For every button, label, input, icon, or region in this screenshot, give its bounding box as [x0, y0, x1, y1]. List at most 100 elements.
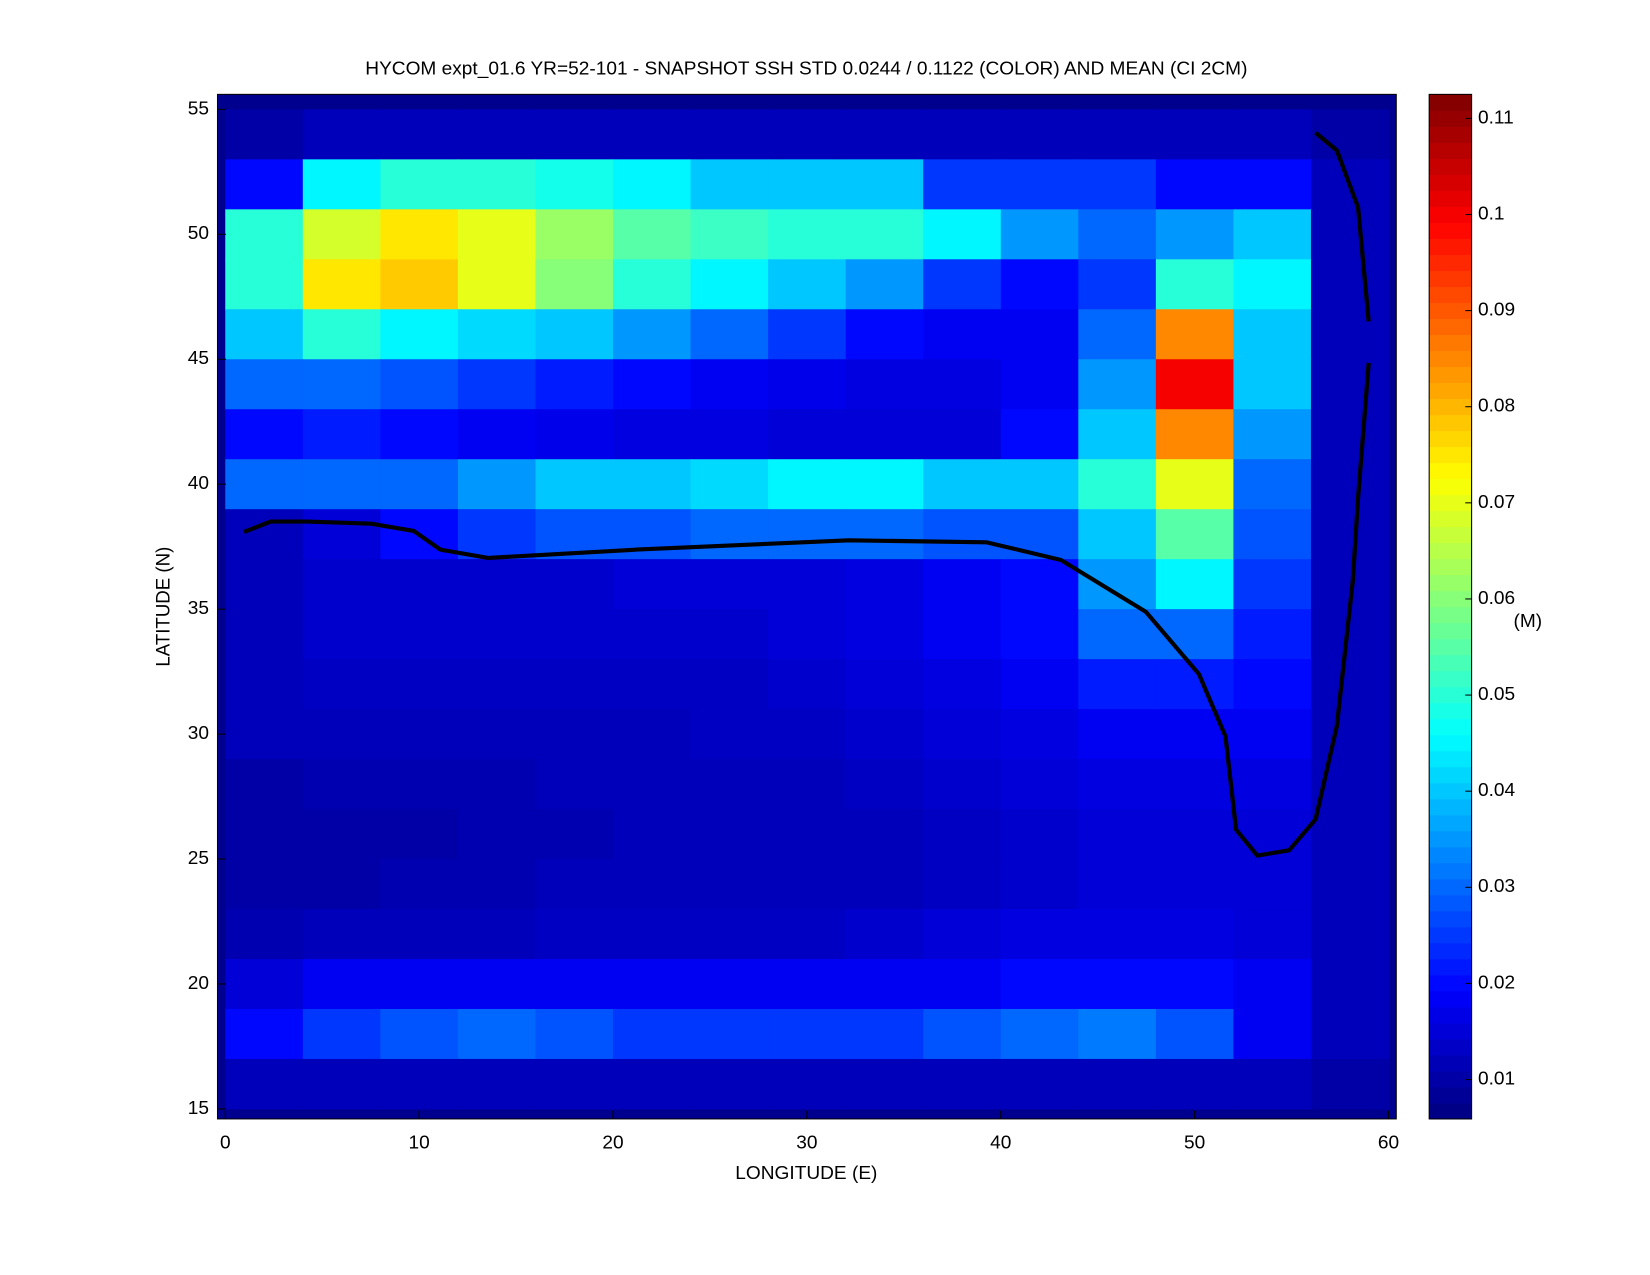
colorbar-tick-label: 0.04 — [1478, 780, 1515, 801]
heatmap-cell — [768, 1058, 847, 1110]
heatmap-cell — [1310, 809, 1390, 860]
axes: 0 10 20 30 40 50 60 15 20 25 30 35 40 45 50 55 0.01 0.02 0… — [188, 98, 1515, 1153]
mean-contour — [243, 131, 1371, 858]
heatmap-cell — [1000, 958, 1079, 1010]
y-tick-label: 25 — [188, 848, 209, 869]
heatmap-cell — [923, 709, 1002, 760]
figure: 0 10 20 30 40 50 60 15 20 25 30 35 40 45 50 55 0.01 0.02 0… — [153, 59, 1542, 1184]
heatmap-cell — [225, 1058, 304, 1110]
heatmap-cell — [302, 509, 381, 560]
heatmap-cell — [302, 409, 381, 460]
colorbar-swatch — [1429, 510, 1472, 528]
heatmap-cell — [768, 909, 847, 960]
heatmap-cell — [1000, 909, 1079, 960]
colorbar-swatch — [1429, 974, 1472, 992]
heatmap-cell — [302, 1058, 381, 1110]
heatmap-cell — [1233, 509, 1312, 560]
heatmap-cell — [1155, 958, 1234, 1010]
heatmap-cell — [1233, 1008, 1312, 1060]
heatmap-cell — [535, 1008, 614, 1060]
heatmap-cell — [1155, 209, 1234, 260]
colorbar-swatch — [1429, 254, 1472, 271]
heatmap-cell — [302, 309, 381, 360]
heatmap-cell — [380, 859, 459, 910]
heatmap-cell — [457, 659, 536, 710]
colorbar-tick-label: 0.09 — [1478, 300, 1515, 321]
heatmap-cell — [535, 459, 614, 510]
heatmap-cell — [1233, 659, 1312, 710]
heatmap-cell — [1310, 709, 1390, 760]
heatmap-cell — [457, 759, 536, 810]
heatmap-cell — [1233, 759, 1312, 810]
heatmap-cell — [380, 609, 459, 660]
colorbar-swatch — [1429, 158, 1472, 175]
heatmap-cell — [225, 209, 304, 260]
heatmap-cell — [768, 859, 847, 910]
heatmap-cell — [1155, 309, 1234, 360]
colorbar-swatch — [1429, 142, 1472, 159]
heatmap-cell — [457, 809, 536, 860]
heatmap-cell — [302, 159, 381, 210]
heatmap-cell — [690, 909, 769, 960]
heatmap-cell — [457, 359, 536, 410]
heatmap-cell — [690, 859, 769, 910]
x-tick-label: 10 — [409, 1133, 430, 1154]
heatmap-cell — [923, 559, 1002, 610]
heatmap-cell — [923, 409, 1002, 460]
heatmap-cell — [1078, 259, 1157, 310]
heatmap-cell — [845, 209, 924, 260]
heatmap-cell — [457, 459, 536, 510]
chart-title: HYCOM expt_01.6 YR=52-101 - SNAPSHOT SSH… — [365, 59, 1247, 80]
y-axis-label: LATITUDE (N) — [153, 547, 174, 667]
x-tick-label: 60 — [1378, 1133, 1399, 1154]
colorbar-swatch — [1429, 302, 1472, 320]
colorbar-swatch — [1429, 766, 1472, 784]
heatmap-cell — [1000, 109, 1079, 160]
heatmap-cell — [923, 359, 1002, 410]
heatmap-cell — [535, 809, 614, 860]
heatmap-cell — [613, 1058, 692, 1110]
heatmap-cell — [1078, 809, 1157, 860]
heatmap-cell — [225, 759, 304, 810]
heatmap-cell — [302, 459, 381, 510]
y-tick-label: 50 — [188, 223, 209, 244]
heatmap-cell — [302, 909, 381, 960]
heatmap-cell — [768, 609, 847, 660]
heatmap-cell — [380, 909, 459, 960]
heatmap-cell — [768, 109, 847, 160]
heatmap-cell — [535, 859, 614, 910]
heatmap-cell — [1078, 1008, 1157, 1060]
heatmap-cell — [1310, 859, 1390, 910]
colorbar-tick-label: 0.11 — [1478, 108, 1514, 129]
heatmap-cell — [845, 1058, 924, 1110]
heatmap-cell — [845, 958, 924, 1010]
heatmap-cell — [1155, 409, 1234, 460]
heatmap-cell — [535, 958, 614, 1010]
heatmap-cell — [1000, 809, 1079, 860]
colorbar-swatch — [1429, 366, 1472, 384]
colorbar-swatch — [1429, 798, 1472, 816]
heatmap-cell — [380, 709, 459, 760]
colorbar-swatch — [1429, 318, 1472, 336]
heatmap-cell — [1233, 159, 1312, 210]
heatmap-cell — [1310, 359, 1390, 410]
colorbar-swatch — [1429, 1006, 1472, 1024]
heatmap-cell — [380, 809, 459, 860]
heatmap-cell — [1310, 1058, 1390, 1110]
heatmap-cell — [923, 109, 1002, 160]
heatmap-cell — [1078, 909, 1157, 960]
heatmap-cell — [1310, 409, 1390, 460]
colorbar-swatch — [1429, 590, 1472, 608]
heatmap — [225, 109, 1390, 1110]
heatmap-cell — [1000, 859, 1079, 910]
colorbar-tick-label: 0.02 — [1478, 973, 1515, 994]
heatmap-cell — [845, 859, 924, 910]
heatmap-cell — [380, 409, 459, 460]
heatmap-cell — [1078, 509, 1157, 560]
heatmap-cell — [845, 909, 924, 960]
heatmap-cell — [1155, 259, 1234, 310]
colorbar-swatch — [1429, 478, 1472, 496]
heatmap-cell — [1310, 309, 1390, 360]
colorbar-swatch — [1429, 494, 1472, 512]
